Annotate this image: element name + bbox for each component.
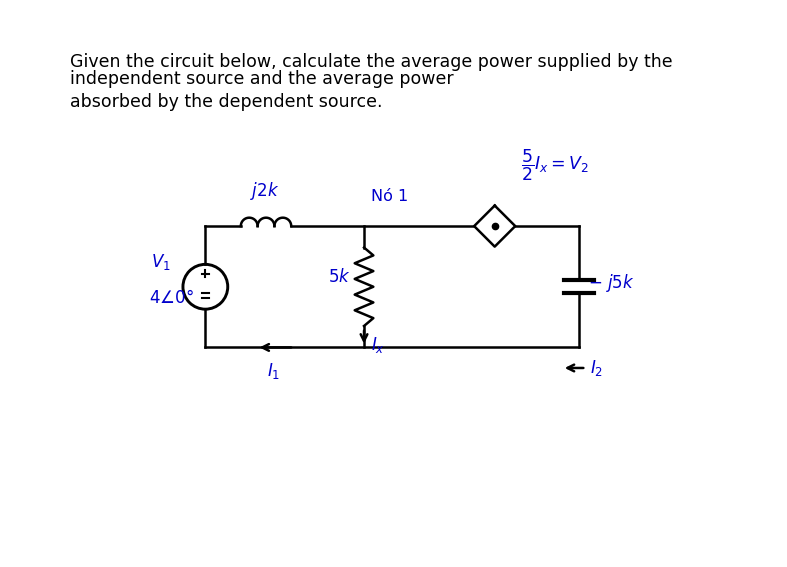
Text: $V_1$: $V_1$ bbox=[151, 252, 171, 272]
Text: absorbed by the dependent source.: absorbed by the dependent source. bbox=[70, 92, 382, 111]
Text: $j2k$: $j2k$ bbox=[250, 180, 279, 202]
Text: $4\angle 0°$: $4\angle 0°$ bbox=[150, 289, 194, 307]
Text: $I_1$: $I_1$ bbox=[267, 361, 280, 380]
Text: $5k$: $5k$ bbox=[328, 268, 351, 286]
Text: $-\ j5k$: $-\ j5k$ bbox=[588, 272, 635, 294]
Text: $I_2$: $I_2$ bbox=[590, 358, 603, 378]
Text: Given the circuit below, calculate the average power supplied by the: Given the circuit below, calculate the a… bbox=[70, 53, 673, 71]
Text: independent source and the average power: independent source and the average power bbox=[70, 70, 453, 88]
Text: $\dfrac{5}{2}I_x = V_2$: $\dfrac{5}{2}I_x = V_2$ bbox=[521, 148, 589, 183]
Text: Nó 1: Nó 1 bbox=[371, 189, 408, 204]
Text: $I_x$: $I_x$ bbox=[371, 335, 386, 356]
